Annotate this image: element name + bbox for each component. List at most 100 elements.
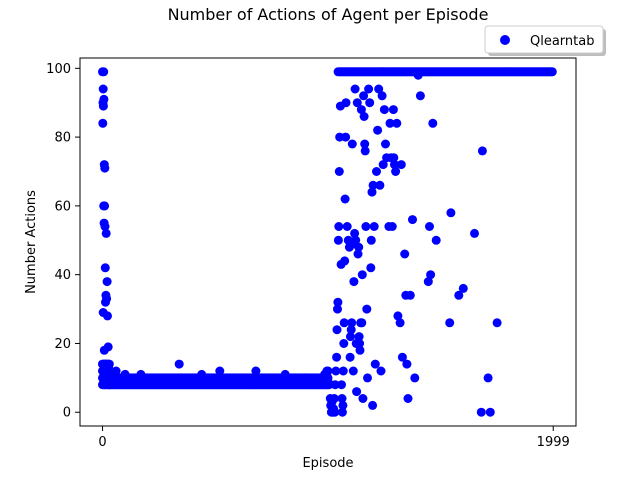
- data-point: [103, 342, 113, 352]
- data-point: [98, 118, 108, 128]
- data-point: [400, 249, 410, 259]
- data-point: [102, 277, 112, 287]
- data-point: [425, 222, 434, 231]
- data-point: [356, 105, 366, 115]
- data-point: [395, 318, 405, 328]
- data-point: [346, 325, 356, 335]
- data-point: [348, 366, 358, 376]
- data-point: [381, 139, 390, 149]
- data-point: [338, 400, 348, 410]
- data-point: [340, 256, 350, 266]
- data-point: [379, 105, 389, 115]
- data-point: [103, 311, 112, 321]
- data-point: [547, 67, 557, 77]
- data-point: [362, 304, 372, 314]
- data-point: [360, 139, 370, 149]
- data-point: [376, 366, 386, 376]
- legend-box: [484, 25, 604, 54]
- data-point: [99, 67, 109, 77]
- data-point: [377, 91, 387, 101]
- data-point: [341, 98, 351, 108]
- data-point: [389, 153, 399, 163]
- data-point: [359, 91, 369, 101]
- data-point: [280, 369, 290, 379]
- data-point: [378, 160, 388, 170]
- data-point: [100, 222, 110, 231]
- data-point: [332, 325, 342, 335]
- data-point: [370, 359, 380, 369]
- data-point: [470, 228, 479, 238]
- data-point: [423, 277, 433, 287]
- y-axis-ticks: 0 20 40 60 80 100: [46, 62, 80, 421]
- data-point: [333, 297, 343, 307]
- data-point: [334, 222, 344, 231]
- data-point: [492, 318, 502, 328]
- data-point: [332, 352, 342, 362]
- data-point: [330, 380, 340, 390]
- y-tick-label: 0: [63, 406, 71, 421]
- data-point: [360, 146, 370, 156]
- data-point: [415, 91, 425, 101]
- data-point: [100, 163, 110, 173]
- data-point: [410, 373, 420, 383]
- data-point: [352, 98, 362, 108]
- data-point: [350, 228, 360, 238]
- data-point: [355, 345, 365, 355]
- data-point: [339, 339, 349, 348]
- data-point: [323, 366, 333, 376]
- data-point: [355, 339, 365, 348]
- legend: Qlearntab: [484, 25, 606, 56]
- data-point: [366, 263, 376, 273]
- data-point: [351, 235, 361, 245]
- data-point: [413, 70, 423, 80]
- y-tick-label: 80: [54, 131, 71, 146]
- data-point: [403, 394, 413, 403]
- data-point: [446, 208, 456, 218]
- data-point: [458, 283, 468, 293]
- y-tick-label: 100: [46, 62, 71, 77]
- data-point: [301, 373, 310, 383]
- data-point: [375, 180, 385, 190]
- data-point: [197, 369, 207, 379]
- data-point: [251, 366, 261, 376]
- data-point: [392, 118, 402, 128]
- x-tick-label: 0: [98, 435, 106, 450]
- data-point: [366, 235, 376, 245]
- data-point: [405, 290, 415, 300]
- y-tick-label: 20: [54, 337, 71, 352]
- data-point: [100, 263, 110, 273]
- x-axis-label: Episode: [302, 456, 353, 471]
- data-point: [359, 112, 369, 121]
- data-point: [101, 297, 110, 307]
- data-point: [337, 394, 347, 403]
- data-point: [101, 228, 111, 238]
- data-point: [408, 215, 417, 225]
- data-point: [354, 242, 364, 252]
- scatter-points: [98, 67, 557, 417]
- y-tick-label: 60: [54, 199, 71, 214]
- data-point: [368, 180, 378, 190]
- y-axis-label: Number Actions: [24, 190, 39, 294]
- data-point: [431, 235, 441, 245]
- data-point: [426, 270, 436, 280]
- data-point: [374, 84, 384, 94]
- data-point: [345, 352, 355, 362]
- data-point: [361, 222, 371, 231]
- data-point: [347, 139, 357, 149]
- data-point: [390, 160, 399, 170]
- chart-title: Number of Actions of Agent per Episode: [168, 5, 489, 24]
- data-point: [428, 118, 438, 128]
- data-point: [485, 407, 495, 417]
- data-point: [333, 304, 342, 314]
- data-point: [349, 277, 359, 287]
- data-point: [385, 118, 395, 128]
- data-point: [483, 373, 493, 383]
- data-point: [445, 318, 455, 328]
- data-point: [477, 146, 487, 156]
- data-point: [98, 101, 108, 111]
- data-point: [104, 366, 114, 376]
- data-point: [363, 373, 372, 383]
- data-point: [358, 394, 368, 403]
- legend-marker: [500, 35, 510, 45]
- data-point: [357, 270, 367, 280]
